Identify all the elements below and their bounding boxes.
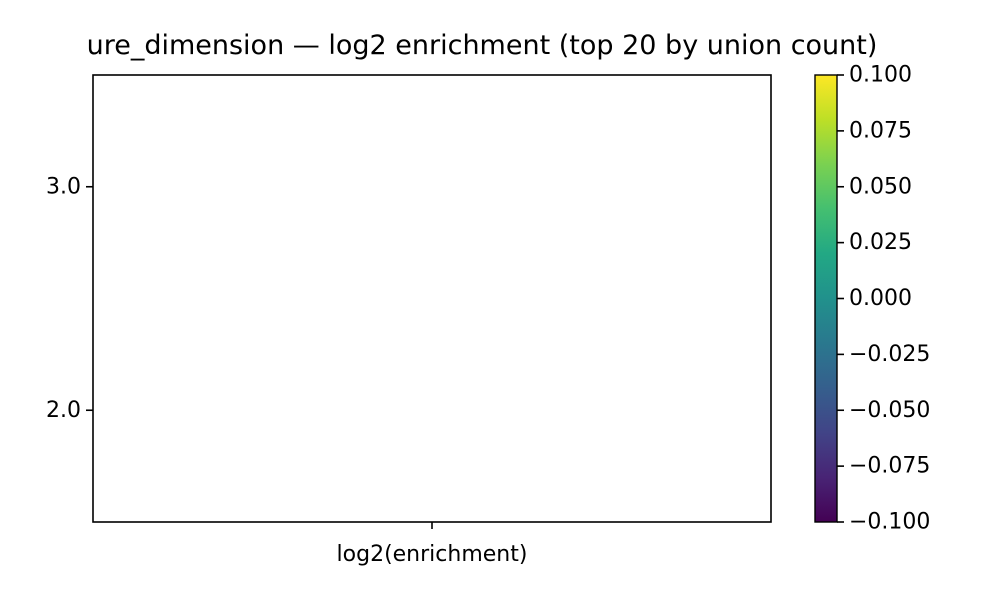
x-tick-label: log2(enrichment) xyxy=(337,542,528,567)
colorbar-ticks: 0.100 0.075 0.050 0.025 0.000 −0.025 −0.050 −0.… xyxy=(837,63,930,535)
colorbar-tick-label: 0.025 xyxy=(849,230,912,255)
colorbar-tick-label: 0.050 xyxy=(849,174,912,199)
colorbar xyxy=(814,74,838,523)
chart-title: ure_dimension — log2 enrichment (top 20 … xyxy=(86,30,878,61)
y-tick-label: 2.0 xyxy=(46,398,81,423)
colorbar-tick-label: 0.000 xyxy=(849,286,912,311)
heatmap-plot-area xyxy=(92,74,772,523)
x-axis-ticks: log2(enrichment) xyxy=(337,522,528,567)
colorbar-tick-label: −0.075 xyxy=(849,454,930,479)
colorbar-tick-label: −0.025 xyxy=(849,342,930,367)
colorbar-tick-label: −0.050 xyxy=(849,398,930,423)
colorbar-tick-label: 0.075 xyxy=(849,118,912,143)
colorbar-tick-label: 0.100 xyxy=(849,63,912,88)
y-axis-ticks: 3.0 2.0 xyxy=(46,174,93,423)
colorbar-tick-label: −0.100 xyxy=(849,510,930,535)
y-tick-label: 3.0 xyxy=(46,174,81,199)
